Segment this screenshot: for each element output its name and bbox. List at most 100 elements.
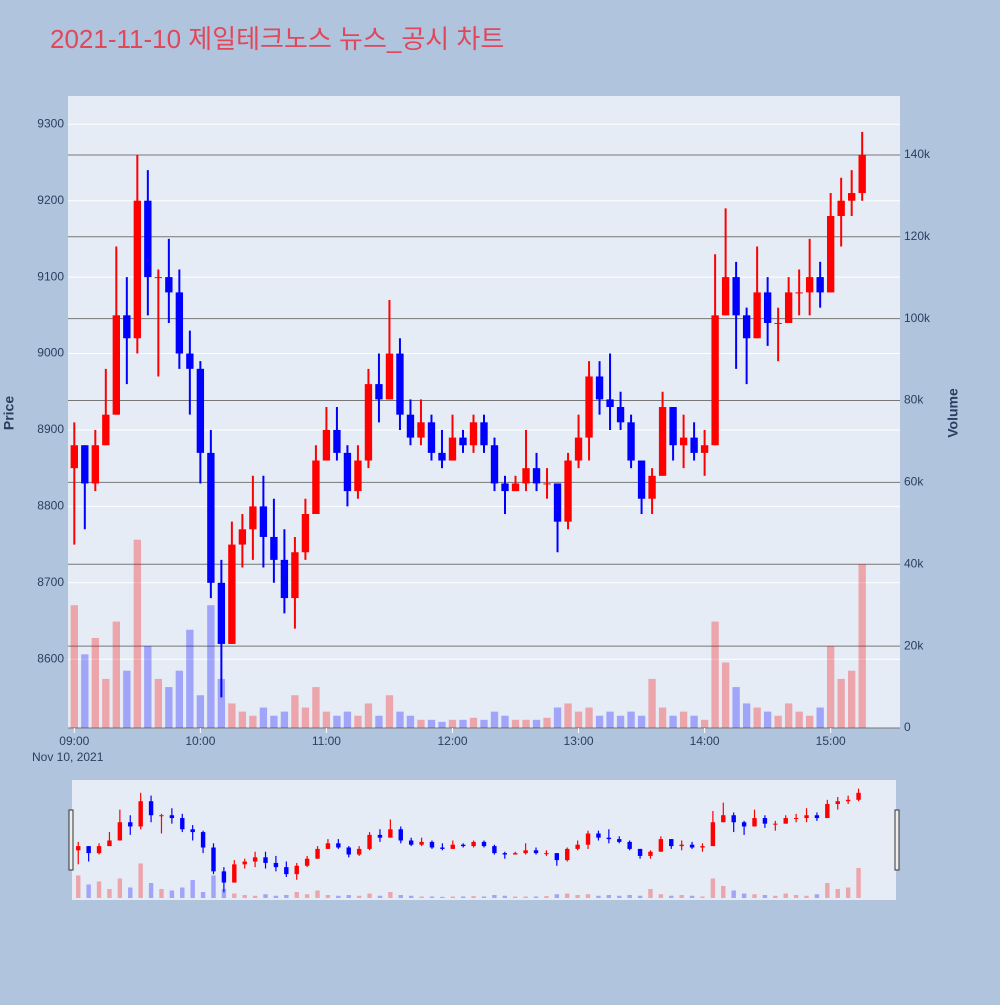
candle-body	[133, 200, 142, 339]
candle-body	[637, 848, 643, 856]
x-date-label: Nov 10, 2021	[32, 750, 104, 764]
volume-bar	[731, 890, 736, 898]
volume-bar	[440, 896, 445, 898]
volume-bar	[175, 670, 184, 728]
candle-body	[606, 837, 612, 840]
candle-body	[406, 414, 415, 438]
volume-bar	[86, 884, 91, 898]
volume-bar	[774, 715, 782, 728]
candle-body	[469, 422, 478, 446]
candle-body	[543, 483, 551, 485]
volume-bar	[544, 896, 549, 898]
volume-bar	[753, 707, 761, 728]
candle-body	[86, 846, 91, 854]
volume-bar	[616, 715, 625, 728]
candle-body	[490, 445, 499, 484]
volume-bar	[711, 621, 719, 728]
volume-bar	[354, 715, 362, 728]
candle-body	[180, 818, 185, 830]
candle-body	[711, 315, 719, 446]
candle-body	[783, 818, 788, 824]
candle-body	[795, 292, 803, 294]
candle-body	[814, 815, 820, 819]
candle-body	[364, 384, 373, 461]
range-slider[interactable]	[72, 780, 896, 900]
candle-body	[249, 506, 257, 530]
candle-body	[291, 552, 299, 599]
volume-bar	[763, 711, 772, 728]
candle-body	[280, 559, 289, 599]
candle-body	[617, 839, 622, 842]
candle-body	[304, 858, 310, 866]
volume-bar	[848, 670, 856, 728]
candle-body	[606, 399, 614, 408]
volume-bar	[417, 719, 425, 728]
candle-body	[721, 815, 726, 823]
y-tick-label: 9100	[37, 269, 64, 283]
candle-body	[648, 851, 653, 856]
candle-body	[753, 292, 761, 339]
volume-bar	[270, 715, 278, 728]
volume-bar	[200, 891, 206, 898]
range-slider-handle[interactable]	[68, 809, 74, 871]
range-slider-handle[interactable]	[894, 809, 900, 871]
volume-bar	[710, 878, 716, 898]
plot-area	[68, 96, 900, 728]
volume-bar	[228, 703, 236, 728]
candle-body	[354, 460, 362, 492]
volume-bar	[284, 894, 289, 898]
volume-bar	[523, 896, 528, 898]
candle-body	[460, 844, 466, 847]
volume-bar	[356, 895, 362, 898]
candle-body	[228, 544, 236, 644]
volume-bar	[450, 896, 455, 898]
volume-bar	[112, 621, 120, 728]
volume-bar	[159, 888, 164, 898]
volume-bar	[406, 715, 415, 728]
volume-bar	[76, 875, 81, 898]
volume-bar	[107, 888, 112, 898]
volume-bar	[333, 715, 341, 728]
candle-body	[690, 437, 698, 453]
y2-tick-label: 60k	[904, 475, 924, 489]
candle-body	[565, 848, 570, 861]
candle-body	[238, 529, 247, 545]
volume-bar	[669, 715, 677, 728]
candle-body	[76, 846, 81, 851]
candle-body	[186, 353, 194, 369]
candle-body	[835, 801, 840, 805]
volume-bar	[658, 707, 667, 728]
y-tick-label: 9200	[37, 193, 64, 207]
candle-body	[793, 818, 799, 820]
candle-body	[575, 844, 580, 849]
volume-bar	[490, 711, 499, 728]
candle-body	[169, 815, 175, 819]
volume-bar	[533, 896, 539, 898]
candle-body	[356, 848, 362, 855]
candle-body	[117, 822, 123, 841]
volume-bar	[367, 893, 372, 898]
candle-body	[511, 483, 520, 492]
x-tick-label: 11:00	[312, 734, 341, 748]
candle-body	[533, 850, 539, 854]
candle-body	[159, 815, 164, 817]
volume-bar	[81, 654, 89, 728]
volume-bar	[679, 894, 684, 898]
volume-bar	[232, 893, 237, 898]
volume-bar	[460, 896, 466, 898]
candle-body	[637, 460, 646, 499]
candle-body	[419, 841, 424, 845]
candle-body	[731, 815, 736, 823]
volume-bar	[585, 707, 593, 728]
candle-body	[501, 483, 509, 492]
candle-body	[375, 384, 383, 400]
volume-bar	[804, 895, 809, 898]
candle-body	[242, 861, 247, 865]
candle-body	[532, 468, 541, 484]
candle-body	[107, 840, 112, 847]
volume-bar	[438, 721, 446, 728]
volume-bar	[469, 717, 478, 728]
candle-body	[440, 847, 445, 849]
candle-body	[154, 277, 163, 279]
candle-body	[273, 862, 279, 868]
